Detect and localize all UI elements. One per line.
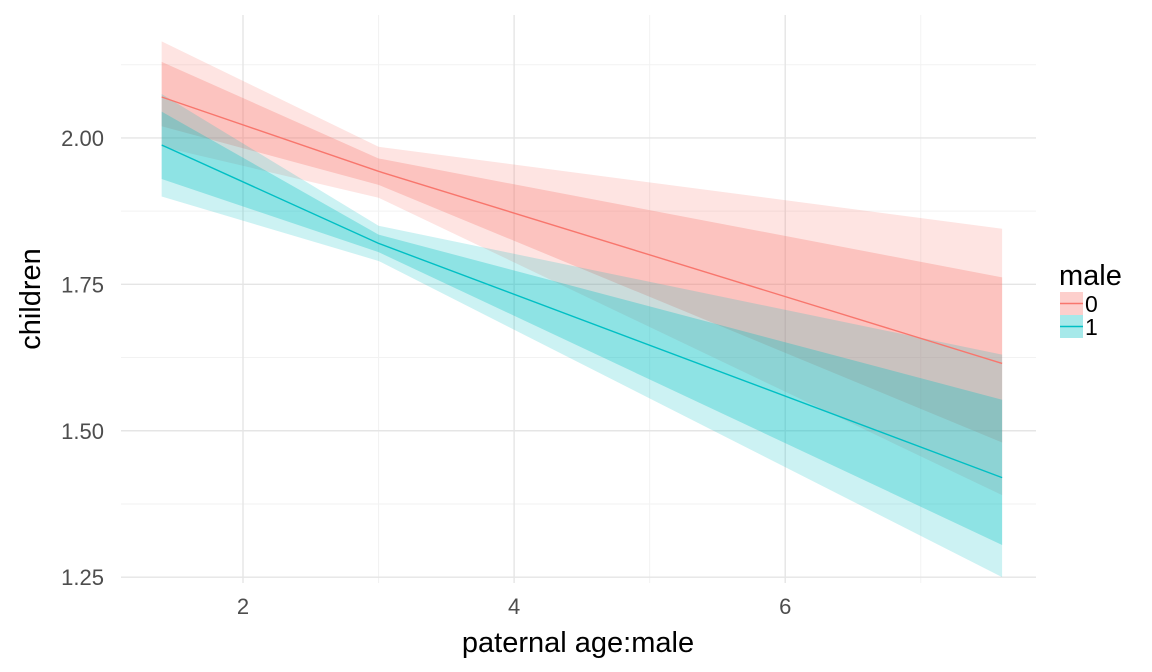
legend-label: 1 (1085, 314, 1098, 340)
series-lines (161, 96, 1003, 479)
y-tick-label: 1.75 (61, 272, 104, 297)
ci-inner-band-series-0 (161, 61, 1003, 443)
x-tick-label: 4 (508, 594, 520, 619)
y-tick-label: 1.50 (61, 419, 104, 444)
x-tick-label: 2 (237, 594, 249, 619)
series-line-0 (161, 96, 1003, 365)
ci-inner-band-series-1 (161, 111, 1003, 545)
y-axis-title: children (15, 248, 47, 350)
x-tick-label: 6 (779, 594, 791, 619)
y-axis-ticks: 1.25 1.50 1.75 2.00 (61, 126, 104, 590)
y-tick-label: 2.00 (61, 126, 104, 151)
legend-item-1: 1 (1060, 314, 1098, 340)
ci-outer-band-series-0 (161, 41, 1003, 496)
x-axis-title: paternal age:male (462, 627, 694, 659)
legend-title: male (1059, 260, 1122, 292)
grid (121, 15, 1036, 583)
series-line-1 (161, 144, 1003, 479)
x-axis-ticks: 2 4 6 (237, 594, 791, 619)
legend: male 01 (1059, 260, 1122, 340)
legend-items: 01 (1060, 291, 1098, 340)
confidence-bands (161, 41, 1003, 578)
y-tick-label: 1.25 (61, 565, 104, 590)
ci-outer-band-series-1 (161, 94, 1003, 578)
legend-item-0: 0 (1060, 291, 1098, 317)
legend-label: 0 (1085, 291, 1098, 317)
